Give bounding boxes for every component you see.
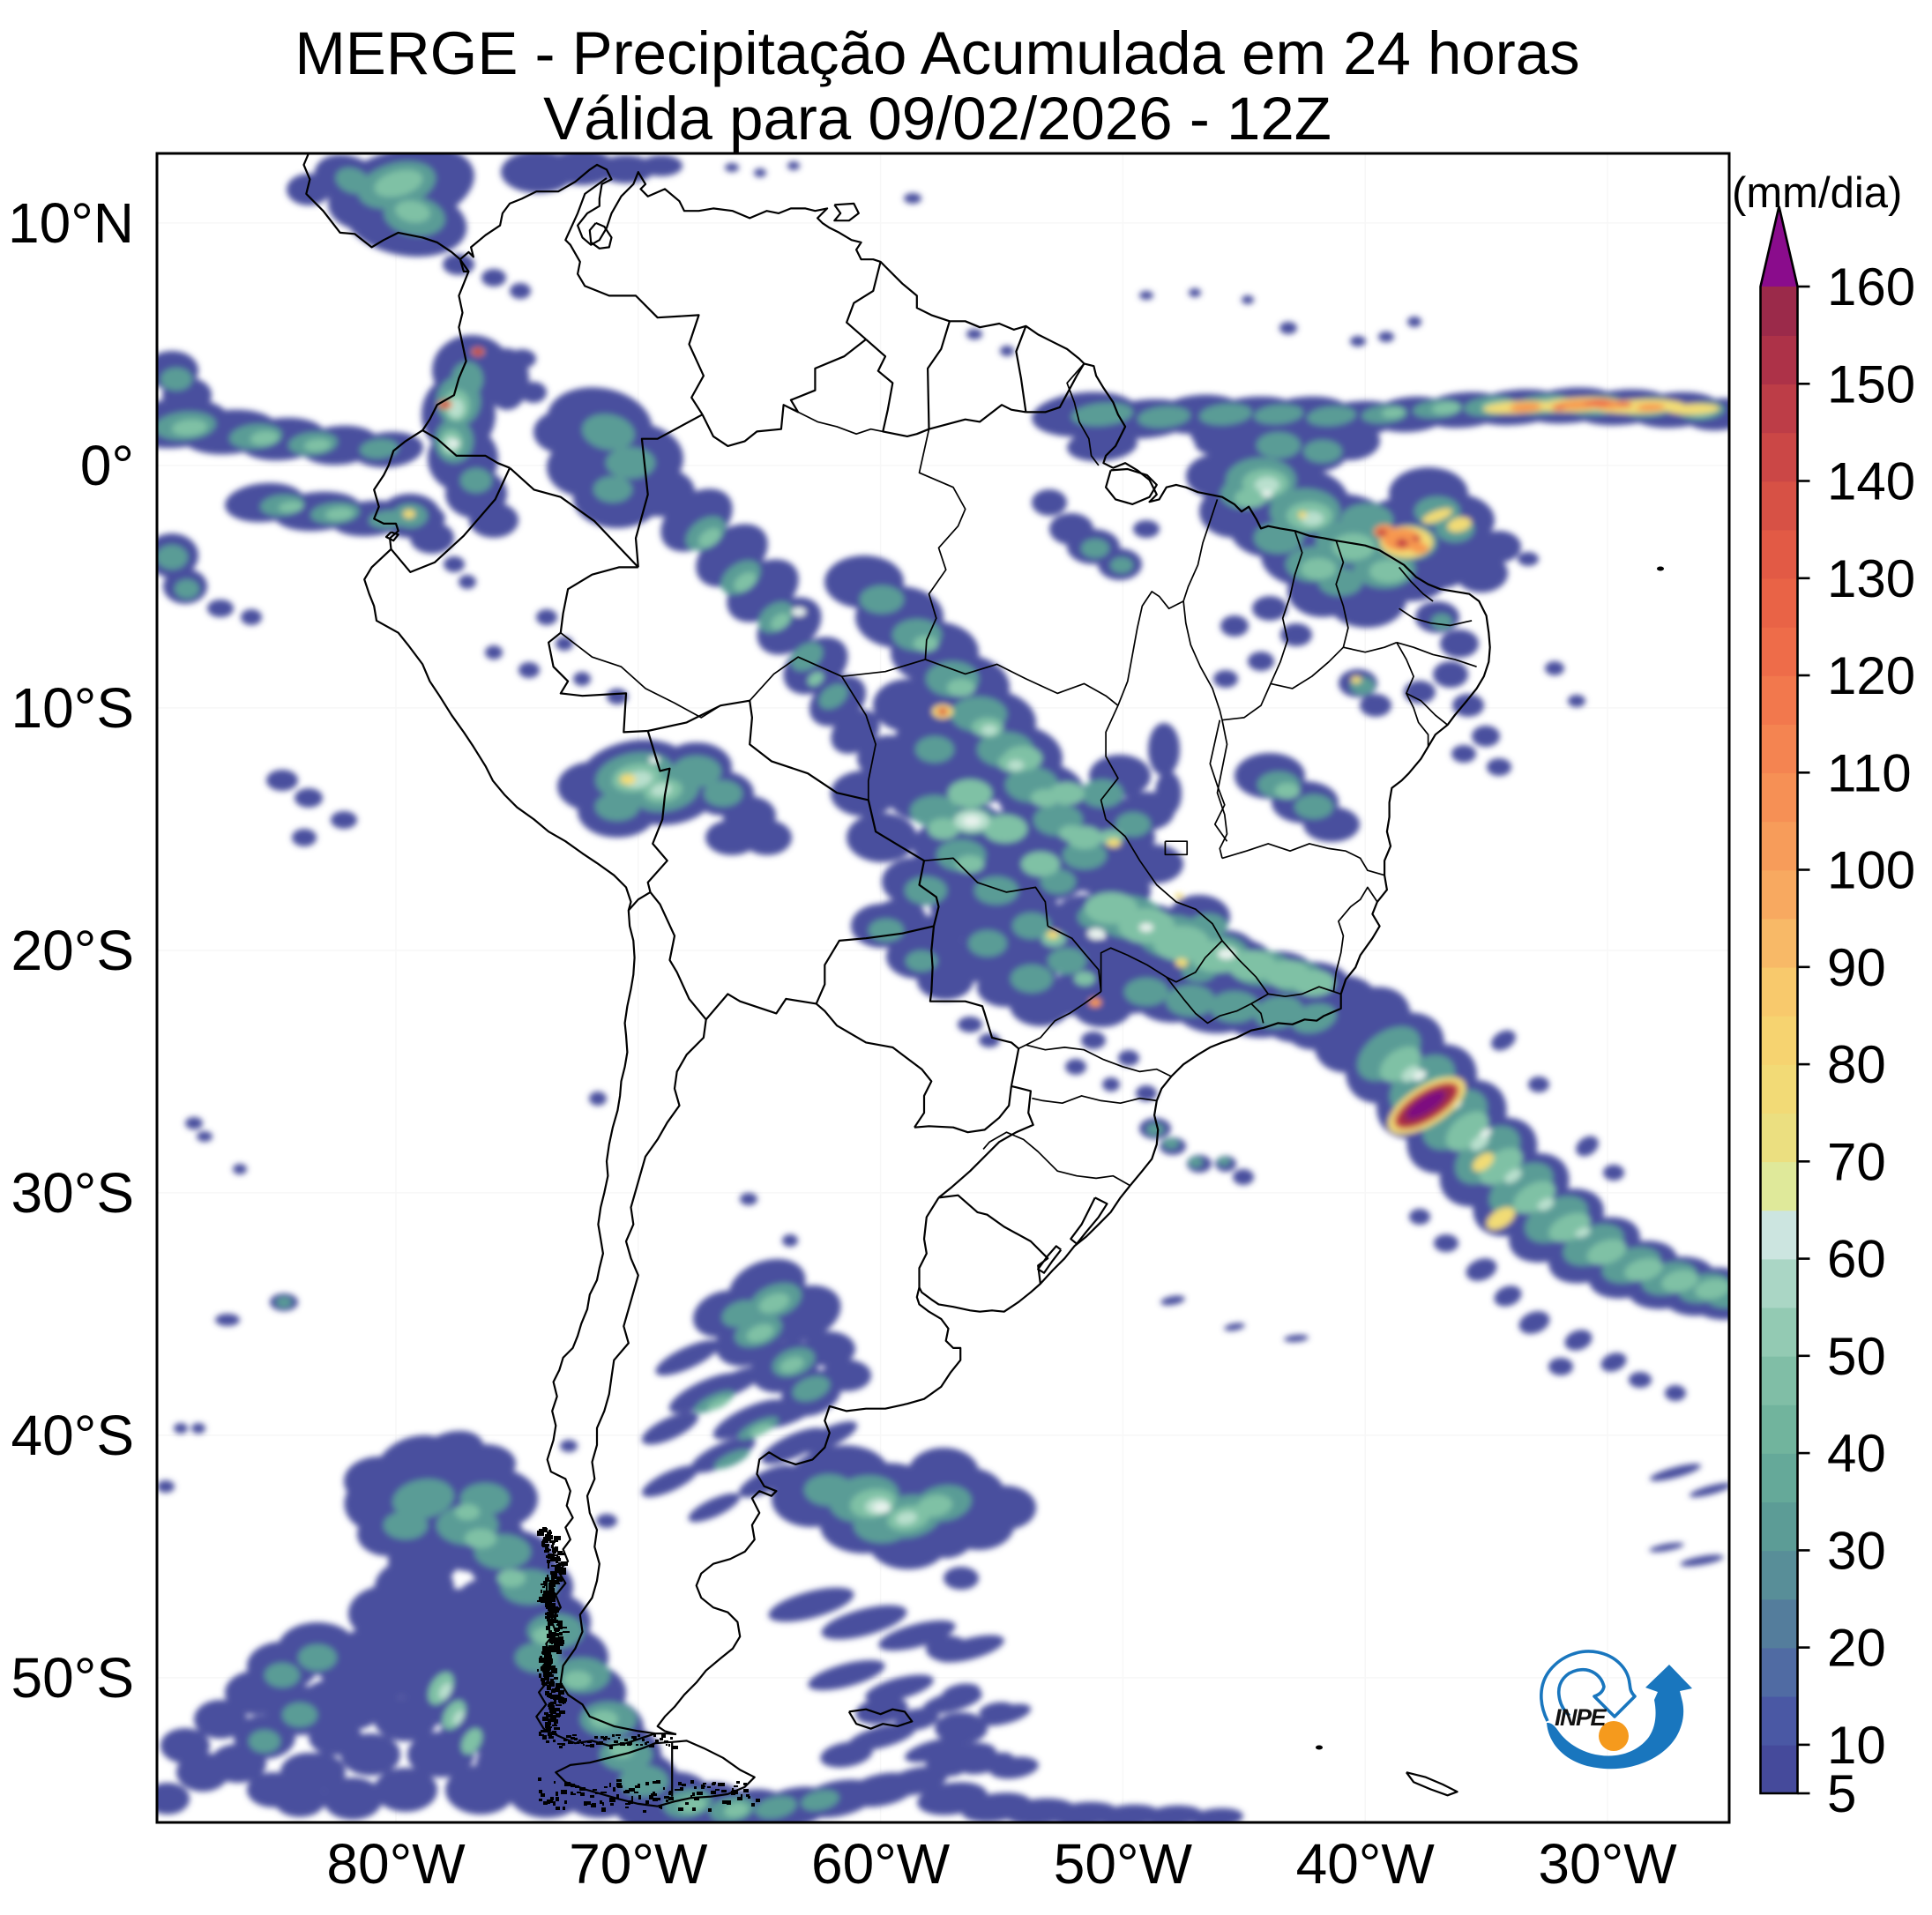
- svg-text:40: 40: [1827, 1424, 1886, 1483]
- svg-text:110: 110: [1827, 743, 1912, 802]
- svg-text:Válida para 09/02/2026 - 12Z: Válida para 09/02/2026 - 12Z: [543, 85, 1332, 153]
- svg-text:60°W: 60°W: [811, 1832, 951, 1896]
- svg-text:50°W: 50°W: [1054, 1832, 1193, 1896]
- svg-text:80°W: 80°W: [326, 1832, 466, 1896]
- svg-text:30°S: 30°S: [11, 1161, 134, 1225]
- svg-text:150: 150: [1827, 354, 1915, 414]
- svg-text:30: 30: [1827, 1521, 1886, 1580]
- svg-text:10°S: 10°S: [11, 676, 134, 740]
- svg-text:130: 130: [1827, 549, 1915, 608]
- svg-text:10: 10: [1827, 1716, 1886, 1775]
- svg-text:100: 100: [1827, 841, 1915, 900]
- svg-text:50: 50: [1827, 1327, 1886, 1386]
- svg-text:80: 80: [1827, 1035, 1886, 1094]
- svg-text:0°: 0°: [80, 434, 134, 497]
- svg-text:140: 140: [1827, 452, 1915, 511]
- svg-text:160: 160: [1827, 257, 1915, 317]
- svg-text:40°S: 40°S: [11, 1404, 134, 1467]
- svg-text:INPE: INPE: [1555, 1704, 1608, 1731]
- svg-text:MERGE - Precipitação Acumulada: MERGE - Precipitação Acumulada em 24 hor…: [295, 19, 1579, 87]
- svg-text:20°S: 20°S: [11, 919, 134, 982]
- svg-text:70: 70: [1827, 1132, 1886, 1191]
- svg-text:60: 60: [1827, 1230, 1886, 1289]
- svg-text:(mm/dia): (mm/dia): [1732, 169, 1902, 217]
- svg-text:120: 120: [1827, 646, 1915, 705]
- svg-text:40°W: 40°W: [1296, 1832, 1436, 1896]
- svg-text:30°W: 30°W: [1538, 1832, 1677, 1896]
- svg-text:20: 20: [1827, 1619, 1886, 1678]
- svg-text:90: 90: [1827, 938, 1886, 997]
- svg-text:50°S: 50°S: [11, 1646, 134, 1710]
- svg-text:5: 5: [1827, 1764, 1856, 1823]
- svg-text:70°W: 70°W: [569, 1832, 708, 1896]
- svg-text:10°N: 10°N: [8, 191, 134, 255]
